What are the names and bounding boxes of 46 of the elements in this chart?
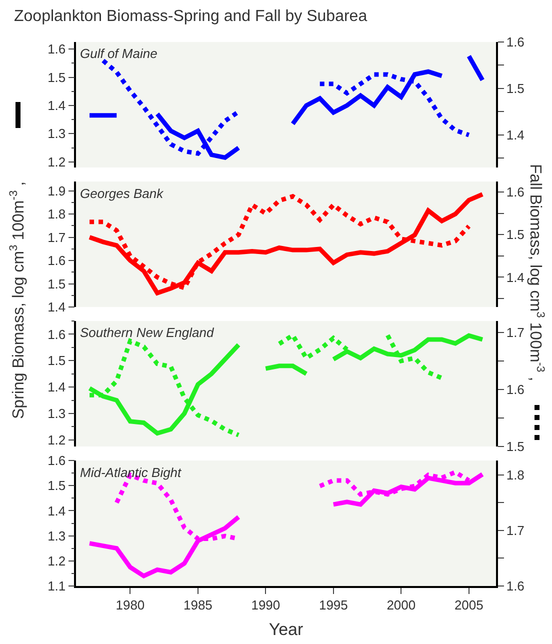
y2-tick-label: 1.5 (506, 439, 524, 454)
y-tick-label: 1.5 (48, 353, 66, 368)
y-tick-label: 1.8 (48, 206, 66, 222)
y2-tick-label: 1.6 (506, 184, 524, 200)
x-tick-label: 1995 (318, 597, 348, 612)
y-tick-label: 1.6 (48, 326, 66, 342)
y-tick-label: 1.4 (48, 98, 66, 114)
y2-tick-label: 1.6 (506, 382, 524, 397)
y-tick-label: 1.1 (48, 578, 66, 594)
y-tick-label: 1.3 (48, 126, 66, 142)
y-tick-label: 1.4 (48, 380, 66, 395)
y-tick-label: 1.9 (48, 183, 66, 198)
annotation: Mid-Atlantic Bight (80, 465, 183, 480)
y2-tick-label: 1.5 (506, 81, 524, 96)
y2-tick-label: 1.4 (506, 270, 524, 285)
y-tick-label: 1.5 (48, 70, 66, 85)
y-tick-label: 1.6 (48, 453, 66, 468)
x-tick-label: 1985 (183, 597, 212, 612)
y-tick-label: 1.2 (48, 432, 66, 448)
y-tick-label: 1.6 (48, 42, 66, 57)
x-tick-label: 2000 (386, 597, 416, 612)
y-tick-label: 1.2 (48, 553, 66, 568)
y2-tick-label: 1.7 (506, 324, 524, 340)
y-tick-label: 1.5 (48, 478, 66, 494)
y-tick-label: 1.3 (48, 528, 66, 544)
chart-title: Zooplankton Biomass-Spring and Fall by Subarea (14, 8, 368, 25)
y2-tick-label: 1.4 (506, 128, 524, 143)
y-tick-label: 1.2 (48, 154, 66, 170)
y2-tick-label: 1.6 (506, 34, 524, 50)
y2-tick-label: 1.8 (506, 467, 524, 482)
y2-tick-label: 1.5 (506, 227, 524, 242)
y-tick-label: 1.4 (48, 300, 66, 315)
y2-tick-label: 1.7 (506, 523, 524, 538)
y-tick-label: 1.7 (48, 230, 66, 245)
annotation: Southern New England (80, 325, 214, 340)
y-tick-label: 1.6 (48, 253, 66, 268)
x-tick-label: 1990 (251, 597, 280, 612)
y-tick-label: 1.4 (48, 503, 66, 518)
y-tick-label: 1.3 (48, 406, 66, 422)
y-tick-label: 1.5 (48, 276, 66, 292)
x-tick-label: 1980 (116, 597, 145, 612)
x-axis-title: Year (268, 620, 304, 640)
x-tick-label: 2005 (454, 597, 484, 612)
annotation: Gulf of Maine (80, 46, 158, 61)
annotation: Georges Bank (80, 186, 165, 201)
y2-tick-label: 1.6 (506, 578, 524, 594)
